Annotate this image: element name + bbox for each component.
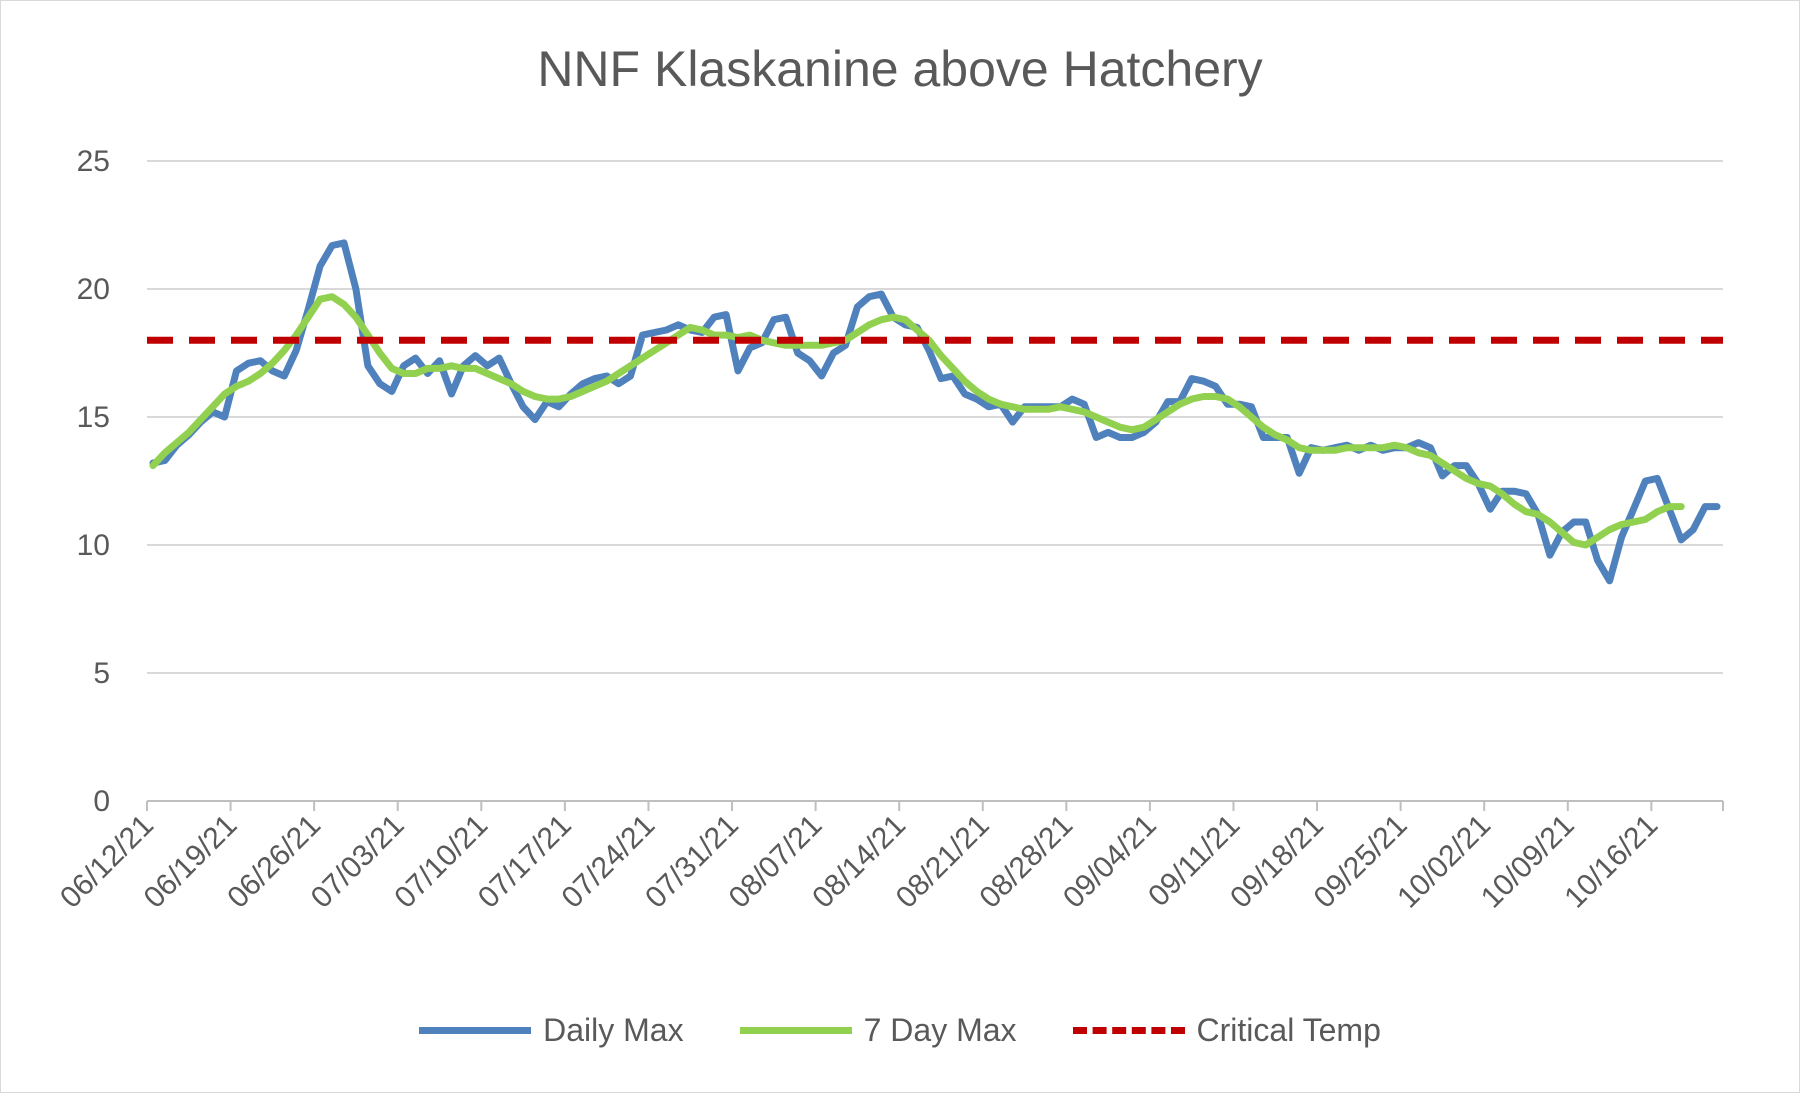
x-tick-label: 10/16/21 — [1558, 809, 1664, 915]
y-tick-label: 10 — [77, 529, 110, 562]
series-7-day-max-line — [149, 293, 1685, 549]
y-tick-label: 0 — [93, 785, 110, 818]
series-daily-max-line — [149, 239, 1721, 585]
y-tick-label: 25 — [77, 145, 110, 178]
y-tick-label: 20 — [77, 273, 110, 306]
legend-label-daily-max: Daily Max — [543, 1011, 684, 1048]
grid-lines — [147, 160, 1723, 674]
y-tick-label: 5 — [93, 657, 110, 690]
legend-swatch-7-day-max — [739, 1026, 852, 1034]
legend-label-7-day-max: 7 Day Max — [863, 1011, 1017, 1048]
x-tick-label: 09/04/21 — [1057, 809, 1163, 915]
series-lines — [147, 239, 1723, 585]
chart-title: NNF Klaskanine above Hatchery — [537, 41, 1263, 97]
legend-swatch-critical-temp — [1072, 1026, 1185, 1034]
legend-label-critical-temp: Critical Temp — [1196, 1011, 1381, 1048]
y-axis-tick-labels: 0 5 10 15 20 25 — [77, 145, 110, 818]
x-axis: 06/12/2106/19/2106/26/2107/03/2107/10/21… — [54, 800, 1724, 915]
legend-item-critical-temp: Critical Temp — [1072, 1011, 1381, 1049]
legend-item-daily-max: Daily Max — [419, 1011, 684, 1049]
legend-item-7-day-max: 7 Day Max — [739, 1011, 1017, 1049]
legend-swatch-daily-max — [419, 1026, 532, 1034]
y-tick-label: 15 — [77, 401, 110, 434]
legend: Daily Max 7 Day Max Critical Temp — [0, 1005, 1800, 1055]
